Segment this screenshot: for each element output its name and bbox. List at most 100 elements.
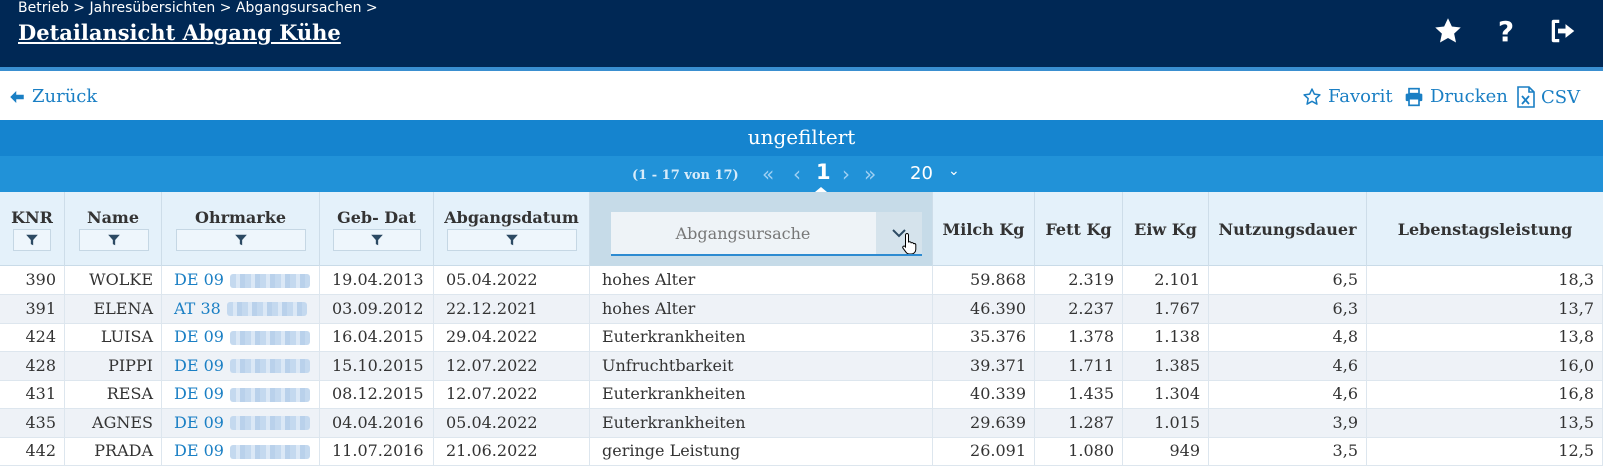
cell-name-text: AGNES (92, 412, 153, 432)
cell-abgangsdatum: 21.06.2022 (434, 437, 590, 466)
cell-abgangsursache: Euterkrankheiten (590, 380, 933, 409)
cell-ohrmarke-text[interactable]: DE 09 (174, 355, 224, 375)
cell-nutzungsdauer: 3,9 (1209, 408, 1367, 438)
cell-ohrmarke[interactable]: DE 09 (162, 408, 320, 438)
help-icon[interactable]: ? (1497, 14, 1515, 48)
cell-name: PIPPI (65, 351, 162, 381)
table-row[interactable]: 431 RESA DE 09 08.12.2015 12.07.2022 Euterkra… (0, 380, 1603, 409)
filter-button-name[interactable] (79, 229, 149, 251)
cell-fett-text: 2.319 (1068, 270, 1114, 289)
filter-icon (506, 234, 518, 246)
logout-icon[interactable] (1546, 14, 1580, 48)
column-label[interactable]: Milch Kg (942, 220, 1025, 239)
column-ohrmarke: Ohrmarke (162, 192, 320, 266)
cell-ohrmarke[interactable]: DE 09 (162, 266, 320, 295)
page-title[interactable]: Detailansicht Abgang Kühe (18, 20, 341, 45)
cell-eiw: 949 (1123, 437, 1209, 466)
next-page-icon[interactable]: › (842, 162, 850, 186)
column-name: Name (65, 192, 162, 266)
cell-name-text: LUISA (100, 327, 153, 346)
first-page-icon[interactable]: « (762, 162, 775, 186)
cell-nutzungsdauer-text: 4,6 (1332, 355, 1358, 375)
cell-ohrmarke[interactable]: DE 09 (162, 351, 320, 381)
dropdown-toggle-button[interactable] (876, 212, 922, 254)
table-row[interactable]: 435 AGNES DE 09 04.04.2016 05.04.2022 Euterkr… (0, 408, 1603, 438)
cell-eiw-text: 1.304 (1154, 384, 1200, 403)
favorite-label: Favorit (1328, 86, 1393, 107)
cell-abgangsdatum-text: 21.06.2022 (446, 441, 538, 460)
chevron-down-icon[interactable]: ⌄ (948, 163, 960, 179)
column-label[interactable]: KNR (11, 208, 53, 227)
cell-milch-text: 29.639 (970, 412, 1026, 432)
cell-abgangsdatum: 05.04.2022 (434, 408, 590, 438)
cell-fett: 1.435 (1035, 380, 1123, 409)
column-eiw: Eiw Kg (1123, 192, 1209, 266)
cell-nutzungsdauer: 4,6 (1209, 380, 1367, 409)
cell-eiw-text: 1.767 (1154, 298, 1200, 318)
cell-ohrmarke-text[interactable]: DE 09 (174, 412, 224, 432)
last-page-icon[interactable]: » (864, 162, 877, 186)
cell-ohrmarke-text[interactable]: DE 09 (174, 327, 224, 346)
redacted-ohrmarke-number (226, 302, 307, 316)
cell-fett: 1.711 (1035, 351, 1123, 381)
filter-button-gebdat[interactable] (333, 229, 421, 251)
table-row[interactable]: 424 LUISA DE 09 16.04.2015 29.04.2022 Euterkr… (0, 323, 1603, 352)
cell-ohrmarke[interactable]: DE 09 (162, 380, 320, 409)
cell-knr: 442 (0, 437, 65, 466)
cell-knr: 391 (0, 294, 65, 324)
page-size-select[interactable]: 20 (910, 163, 933, 184)
table-row[interactable]: 428 PIPPI DE 09 15.10.2015 12.07.2022 Unfruch… (0, 351, 1603, 381)
cell-knr: 424 (0, 323, 65, 352)
cell-ohrmarke-text[interactable]: DE 09 (174, 441, 224, 460)
breadcrumb[interactable]: Betrieb > Jahresübersichten > Abgangsurs… (18, 0, 378, 16)
filter-button-knr[interactable] (13, 229, 51, 251)
app-header: Betrieb > Jahresübersichten > Abgangsurs… (0, 0, 1603, 67)
cell-milch-text: 59.868 (970, 270, 1026, 289)
column-label[interactable]: Geb- Dat (337, 208, 416, 227)
column-label[interactable]: Nutzungsdauer (1218, 220, 1357, 239)
cell-milch-text: 39.371 (970, 355, 1026, 375)
cell-nutzungsdauer-text: 4,6 (1332, 384, 1358, 403)
cell-milch-text: 26.091 (970, 441, 1026, 460)
column-label[interactable]: Fett Kg (1045, 220, 1112, 239)
column-label[interactable]: Ohrmarke (195, 208, 286, 227)
cell-ohrmarke-text[interactable]: DE 09 (174, 270, 224, 289)
csv-export-button[interactable]: CSV (1517, 86, 1580, 108)
cell-knr: 435 (0, 408, 65, 438)
column-label[interactable]: Name (86, 208, 140, 227)
previous-page-icon[interactable]: ‹ (793, 162, 801, 186)
current-page[interactable]: 1 (816, 160, 831, 184)
cell-ohrmarke[interactable]: DE 09 (162, 437, 320, 466)
table-row[interactable]: 390 WOLKE DE 09 19.04.2013 05.04.2022 hohes A… (0, 266, 1603, 295)
cell-milch: 40.339 (933, 380, 1035, 409)
cell-ohrmarke[interactable]: AT 38 (162, 294, 320, 324)
cell-ohrmarke[interactable]: DE 09 (162, 323, 320, 352)
favorite-star-icon[interactable] (1431, 14, 1465, 48)
cell-lebenstagsleistung-text: 16,8 (1558, 384, 1594, 403)
column-label[interactable]: Abgangsdatum (444, 208, 579, 227)
action-row: Zurück Favorit Drucken CSV (0, 80, 1603, 116)
cell-milch: 29.639 (933, 408, 1035, 438)
redacted-ohrmarke-number (229, 416, 310, 430)
cell-ohrmarke-text[interactable]: DE 09 (174, 384, 224, 403)
cell-abgangsursache: geringe Leistung (590, 437, 933, 466)
cell-gebdat-text: 19.04.2013 (332, 270, 424, 289)
cell-eiw: 1.015 (1123, 408, 1209, 438)
column-abgangsdatum: Abgangsdatum (434, 192, 590, 266)
cell-name: WOLKE (65, 266, 162, 295)
cell-eiw: 1.138 (1123, 323, 1209, 352)
column-label[interactable]: Eiw Kg (1134, 220, 1197, 239)
favorite-button[interactable]: Favorit (1302, 86, 1393, 107)
abgangsursache-select[interactable]: Abgangsursache (611, 212, 922, 256)
table-row[interactable]: 391 ELENA AT 38 03.09.2012 22.12.2021 hohes A… (0, 294, 1603, 324)
filter-button-ohrmarke[interactable] (176, 229, 306, 251)
cell-knr: 390 (0, 266, 65, 295)
cell-nutzungsdauer: 4,6 (1209, 351, 1367, 381)
cell-name: RESA (65, 380, 162, 409)
filter-button-abgangsdatum[interactable] (447, 229, 577, 251)
column-label[interactable]: Lebenstagsleistung (1397, 220, 1573, 239)
print-button[interactable]: Drucken (1404, 86, 1508, 107)
back-link[interactable]: Zurück (8, 86, 97, 107)
table-row[interactable]: 442 PRADA DE 09 11.07.2016 21.06.2022 geringe… (0, 437, 1603, 466)
cell-ohrmarke-text[interactable]: AT 38 (174, 298, 221, 318)
